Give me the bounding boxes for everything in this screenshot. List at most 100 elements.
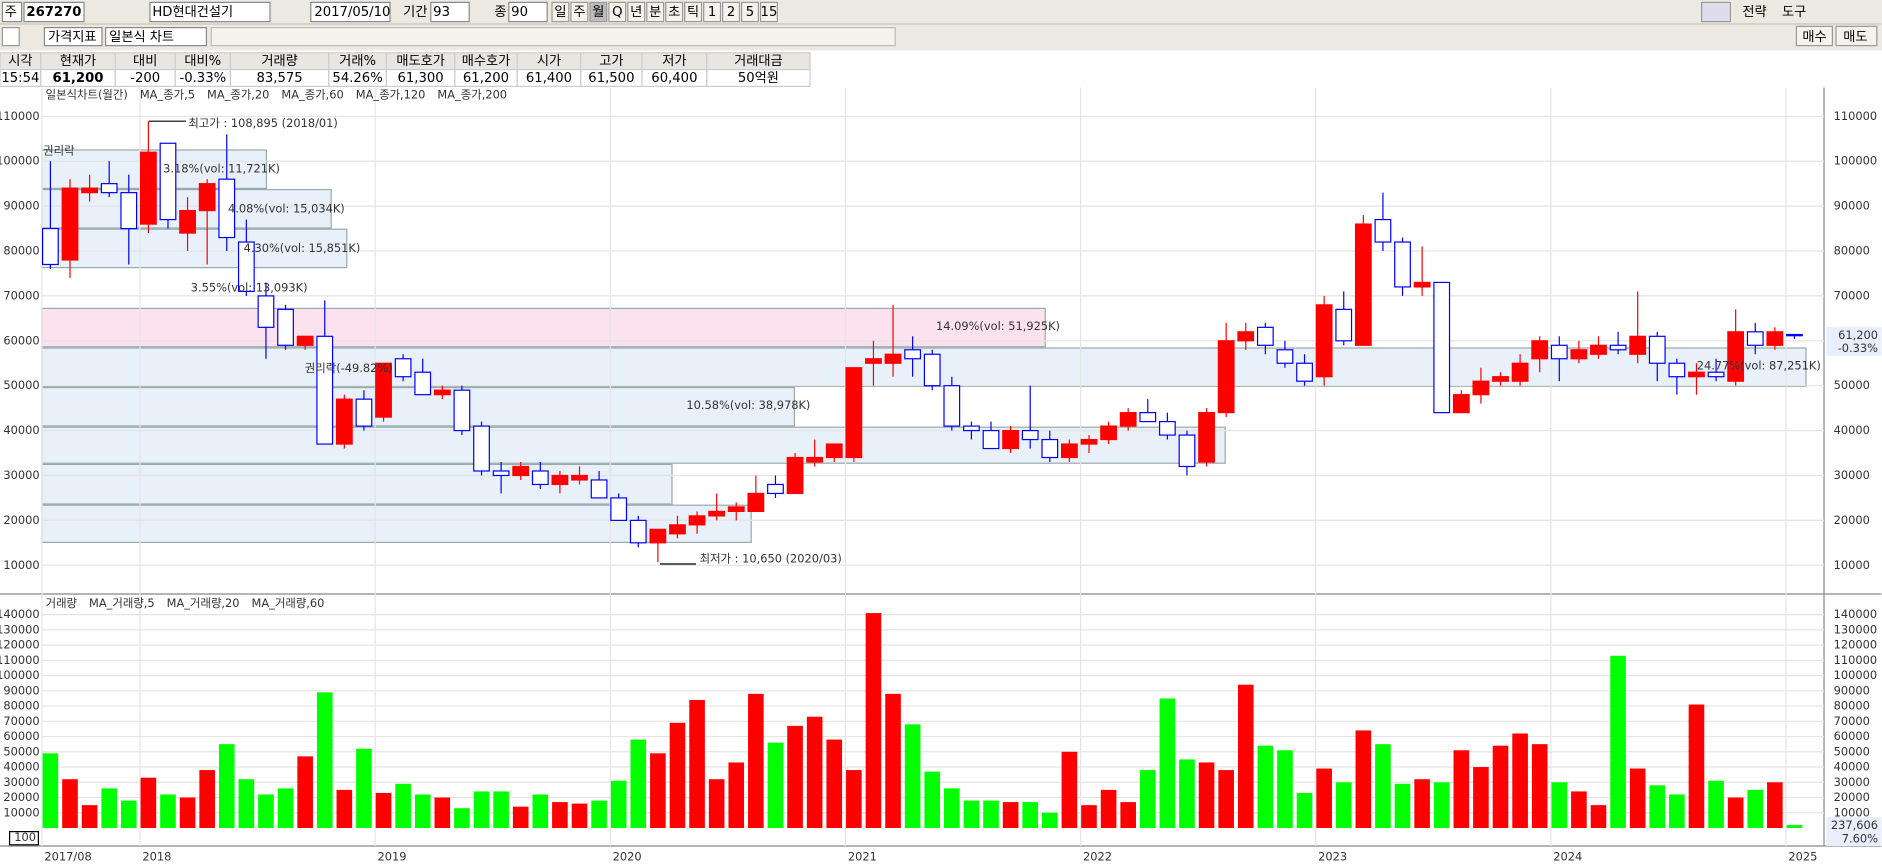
code-input[interactable] [23, 1, 85, 23]
candle-body [453, 389, 471, 432]
volume-bar [748, 693, 764, 829]
interval-button[interactable] [665, 1, 684, 23]
legend-entry: MA_종가,5 [140, 87, 195, 101]
volume-bar [1669, 794, 1685, 829]
drawing-toolbar[interactable] [210, 27, 896, 47]
candle-body [81, 187, 98, 194]
volume-bar [101, 788, 117, 829]
candle-body [1158, 421, 1176, 436]
value-cell [706, 69, 811, 88]
chart-style: 일본식 차트 [109, 29, 174, 45]
interval-button[interactable] [703, 1, 722, 23]
candle-body [884, 353, 902, 364]
candle-body [708, 510, 726, 517]
close-input[interactable] [508, 1, 548, 23]
x-tick-label: 2020 [613, 849, 642, 863]
candle-body [649, 528, 667, 544]
y-tick-label: 100000 [0, 154, 40, 168]
volume-bar [1531, 744, 1548, 829]
indicator: 가격지표 [48, 29, 97, 45]
candle-body [42, 227, 59, 266]
interval-button[interactable] [608, 1, 627, 23]
strategy-button[interactable]: 전략 [1742, 4, 1766, 20]
volume-bar [316, 692, 333, 829]
cloud-button[interactable] [1701, 1, 1732, 23]
volume-tick-label-right: 120000 [1834, 638, 1877, 652]
volume-bar [1022, 802, 1039, 829]
candle-body [316, 335, 334, 445]
profile-band [41, 463, 673, 505]
code: 267270 [26, 5, 81, 20]
volume-bar [944, 788, 960, 829]
interval-button[interactable] [570, 1, 589, 23]
date: 2017/05/10 [314, 5, 390, 20]
volume-tick-label-right: 50000 [1834, 744, 1870, 758]
indicator-select[interactable] [43, 27, 103, 47]
volume-bar [1492, 745, 1509, 829]
date-input[interactable] [310, 1, 391, 23]
volume-bar [865, 613, 882, 829]
volume-bar [1649, 785, 1666, 829]
value: 61,500 [588, 71, 634, 86]
style-select[interactable] [105, 27, 208, 47]
volume-tick-label: 10000 [3, 805, 39, 819]
sell-button[interactable] [1835, 25, 1878, 47]
volume-bar [1727, 797, 1744, 829]
unit-box[interactable] [1, 1, 23, 23]
volume-bar [42, 753, 59, 829]
annotation: 최고가 : 108,895 (2018/01) [188, 116, 337, 130]
y-tick-label-right: 90000 [1834, 199, 1870, 213]
interval-button[interactable] [551, 1, 570, 23]
volume-bar [1767, 782, 1783, 829]
buy-button[interactable] [1795, 25, 1834, 47]
volume-bar [258, 794, 274, 829]
volume-bar [218, 744, 235, 829]
candle-body [1492, 376, 1509, 382]
annotation: 4.08%(vol: 15,034K) [228, 201, 345, 215]
volume-bar [1433, 782, 1450, 829]
tools-button[interactable]: 도구 [1782, 5, 1806, 20]
interval-button[interactable] [589, 1, 608, 23]
volume-tick-label: 20000 [3, 790, 39, 804]
y-tick-label-right: 110000 [1834, 109, 1877, 123]
interval-button[interactable] [722, 1, 741, 23]
volume-bar [1394, 783, 1411, 829]
period-input[interactable] [430, 1, 470, 23]
volume-bar [356, 748, 372, 829]
candle-body [1452, 394, 1470, 414]
interval-button[interactable] [684, 1, 703, 23]
volume-bar [1512, 733, 1528, 829]
candle-body [1531, 340, 1549, 360]
candle-body [492, 470, 510, 477]
volume-tick-label: 110000 [0, 653, 40, 667]
candle-body [943, 385, 961, 427]
interval-button[interactable] [759, 1, 778, 23]
value: 61,300 [398, 71, 444, 86]
candle-body [1021, 429, 1039, 441]
volume-bar [1218, 770, 1234, 829]
volume-tick-label: 60000 [3, 729, 39, 743]
interval-button[interactable] [741, 1, 760, 23]
value: 61,200 [53, 71, 104, 86]
candle-body [277, 308, 294, 346]
candle-body [1119, 412, 1137, 427]
interval-button[interactable] [646, 1, 665, 23]
volume-bar [885, 693, 901, 829]
volume-bar [1688, 704, 1705, 829]
y-tick-label: 110000 [0, 109, 40, 123]
volume-bar [826, 739, 843, 829]
volume-bar [493, 791, 509, 829]
y-tick-label-right: 80000 [1834, 244, 1870, 258]
volume-bar [238, 779, 255, 829]
name-input[interactable] [149, 1, 271, 23]
arrows-button[interactable] [1, 27, 20, 47]
volume-tick-label-right: 130000 [1834, 622, 1877, 636]
candle-body [1002, 429, 1020, 450]
candle-body [963, 425, 980, 432]
candle-body [257, 295, 275, 328]
candle-body [139, 151, 157, 225]
interval-button[interactable] [627, 1, 646, 23]
volume-tick-label: 90000 [3, 683, 39, 697]
